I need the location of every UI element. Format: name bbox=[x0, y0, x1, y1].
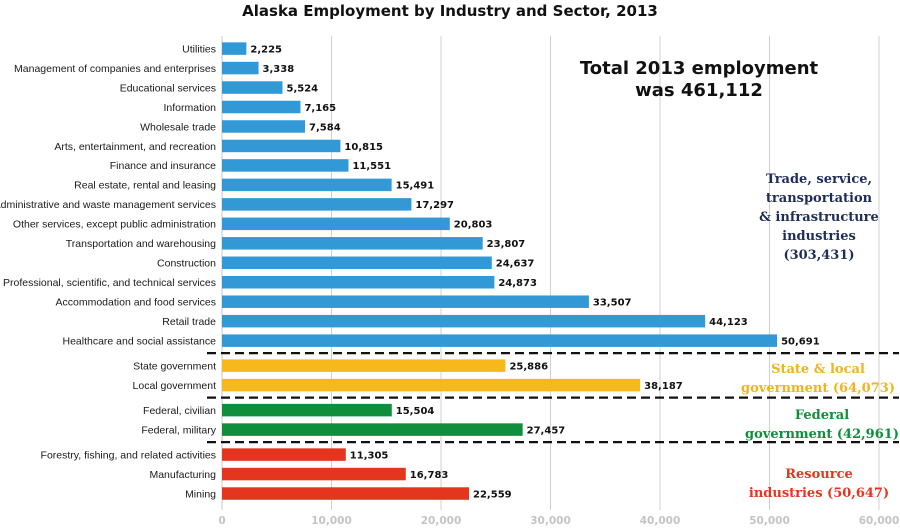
data-label: 11,305 bbox=[350, 450, 389, 461]
bar bbox=[222, 314, 706, 328]
category-label: Accommodation and food services bbox=[56, 297, 217, 309]
data-label: 11,551 bbox=[352, 161, 391, 172]
group-label-line: industries bbox=[782, 229, 856, 244]
category-label: Local government bbox=[133, 380, 217, 392]
category-label: Federal, civilian bbox=[143, 405, 216, 417]
data-label: 10,815 bbox=[344, 142, 383, 153]
category-label: Information bbox=[163, 102, 216, 114]
group-label-line: government (42,961) bbox=[745, 427, 899, 442]
data-label: 2,225 bbox=[250, 44, 282, 55]
group-labels: Trade, service, transportation & infrastru… bbox=[741, 172, 899, 501]
category-label: Administrative and waste management serv… bbox=[0, 199, 216, 211]
bar bbox=[222, 448, 346, 461]
data-label: 25,886 bbox=[509, 361, 548, 372]
x-tick-label: 40,000 bbox=[640, 515, 681, 527]
data-label: 20,803 bbox=[454, 220, 493, 231]
category-label: Arts, entertainment, and recreation bbox=[54, 141, 216, 153]
data-label: 24,873 bbox=[498, 278, 537, 289]
bar bbox=[222, 178, 392, 192]
data-label: 44,123 bbox=[709, 317, 748, 328]
category-label: Forestry, fishing, and related activitie… bbox=[41, 449, 216, 461]
data-label: 7,584 bbox=[309, 122, 341, 133]
bar bbox=[222, 198, 412, 211]
category-label: Transportation and warehousing bbox=[66, 238, 216, 250]
bar bbox=[222, 378, 641, 392]
chart-title: Alaska Employment by Industry and Sector… bbox=[242, 2, 658, 20]
data-label: 24,637 bbox=[496, 259, 535, 270]
group-label-line: industries (50,647) bbox=[749, 486, 889, 501]
bar bbox=[222, 100, 301, 114]
group-label-line: State & local bbox=[771, 362, 865, 377]
bar bbox=[222, 423, 523, 436]
bar bbox=[222, 487, 470, 500]
category-label: Educational services bbox=[120, 82, 216, 94]
x-tick-label: 30,000 bbox=[530, 515, 571, 527]
data-label: 3,338 bbox=[263, 64, 295, 75]
bar bbox=[222, 81, 283, 94]
bar bbox=[222, 403, 392, 417]
bar bbox=[222, 467, 406, 481]
bar bbox=[222, 275, 495, 289]
data-label: 16,783 bbox=[410, 470, 449, 481]
bar bbox=[222, 61, 259, 75]
bar bbox=[222, 42, 247, 55]
data-label: 27,457 bbox=[527, 425, 566, 436]
category-label: Retail trade bbox=[162, 316, 216, 328]
group-label-line: Trade, service, bbox=[766, 172, 872, 187]
bar bbox=[222, 295, 589, 308]
category-label: State government bbox=[133, 360, 216, 372]
group-label-line: (303,431) bbox=[783, 248, 854, 263]
category-label: Other services, except public administra… bbox=[13, 219, 216, 231]
category-label: Utilities bbox=[182, 43, 216, 55]
total-annotation-line2: was 461,112 bbox=[635, 80, 763, 101]
category-label: Real estate, rental and leasing bbox=[74, 180, 216, 192]
annotations: Total 2013 employment was 461,112 bbox=[580, 58, 819, 101]
category-label: Healthcare and social assistance bbox=[62, 335, 216, 347]
x-tick-label: 50,000 bbox=[749, 515, 790, 527]
x-tick-label: 0 bbox=[218, 515, 225, 527]
category-label: Manufacturing bbox=[149, 469, 216, 481]
data-label: 17,297 bbox=[415, 200, 454, 211]
bar bbox=[222, 120, 306, 133]
category-label: Management of companies and enterprises bbox=[14, 63, 216, 75]
bar bbox=[222, 237, 483, 250]
category-label: Mining bbox=[185, 488, 216, 500]
x-tick-label: 10,000 bbox=[311, 515, 352, 527]
data-label: 15,491 bbox=[396, 181, 435, 192]
category-label: Professional, scientific, and technical … bbox=[3, 277, 216, 289]
group-separators bbox=[207, 352, 899, 444]
x-tick-label: 20,000 bbox=[421, 515, 462, 527]
data-label: 22,559 bbox=[473, 489, 512, 500]
data-label: 5,524 bbox=[286, 83, 318, 94]
bars: Utilities 2,225 Management of companies an… bbox=[0, 42, 820, 500]
bar bbox=[222, 334, 778, 347]
group-label-line: government (64,073) bbox=[741, 381, 895, 396]
category-label: Construction bbox=[157, 258, 216, 270]
data-label: 7,165 bbox=[304, 103, 336, 114]
x-tick-label: 60,000 bbox=[859, 515, 900, 527]
bar bbox=[222, 359, 506, 372]
bar bbox=[222, 256, 492, 270]
bar bbox=[222, 139, 341, 153]
category-label: Finance and insurance bbox=[110, 160, 216, 172]
data-label: 50,691 bbox=[781, 336, 820, 347]
x-axis-ticks: 0 10,000 20,000 30,000 40,000 50,000 60,000 bbox=[218, 515, 899, 527]
data-label: 15,504 bbox=[396, 406, 435, 417]
category-label: Wholesale trade bbox=[140, 121, 216, 133]
total-annotation-line1: Total 2013 employment bbox=[580, 58, 819, 79]
group-label-line: Resource bbox=[785, 467, 853, 482]
bar bbox=[222, 217, 450, 231]
group-label-line: transportation bbox=[766, 191, 873, 206]
data-label: 38,187 bbox=[644, 381, 683, 392]
data-label: 23,807 bbox=[487, 239, 526, 250]
data-label: 33,507 bbox=[593, 298, 632, 309]
group-label-line: Federal bbox=[795, 408, 849, 423]
bar bbox=[222, 159, 349, 172]
group-label-line: & infrastructure bbox=[759, 210, 879, 225]
category-label: Federal, military bbox=[141, 424, 216, 436]
